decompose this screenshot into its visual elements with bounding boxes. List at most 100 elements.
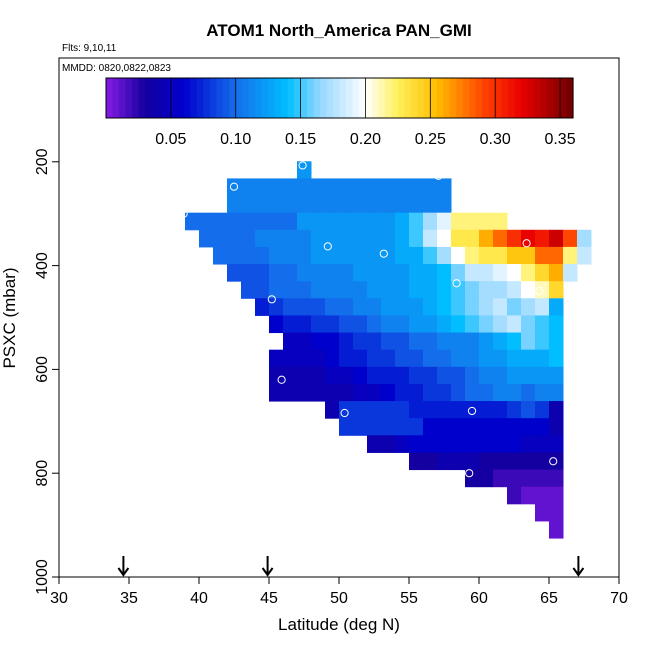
heatmap-cell xyxy=(325,264,340,282)
heatmap-cell xyxy=(339,178,354,197)
heatmap-cell xyxy=(353,349,368,368)
colorbar-segment xyxy=(358,78,367,118)
heatmap-cell xyxy=(297,298,312,316)
colorbar-segment xyxy=(229,78,237,118)
heatmap-cell xyxy=(451,212,466,231)
heatmap-cell xyxy=(451,435,466,453)
heatmap-cell xyxy=(535,435,550,453)
heatmap-cell xyxy=(297,383,312,402)
heatmap-cell xyxy=(395,298,410,316)
heatmap-cell xyxy=(339,366,354,385)
flight-points xyxy=(179,161,558,553)
heatmap-cell xyxy=(437,452,452,471)
heatmap-cell xyxy=(283,229,298,248)
heatmap-cell xyxy=(255,212,270,231)
colorbar-segment xyxy=(462,78,470,118)
heatmap-cell xyxy=(241,264,256,282)
heatmap-cell xyxy=(283,366,298,385)
colorbar-segment xyxy=(320,78,328,118)
heatmap-cell xyxy=(367,383,382,402)
colorbar-segment xyxy=(391,78,399,118)
heatmap-cell xyxy=(521,281,536,299)
colorbar-segment xyxy=(216,78,224,118)
heatmap-cell xyxy=(367,229,382,248)
heatmap-cell xyxy=(381,212,396,231)
heatmap-cell xyxy=(465,469,480,488)
colorbar-segment xyxy=(417,78,425,118)
heatmap-cell xyxy=(409,315,424,334)
flight-point xyxy=(229,182,239,191)
heatmap-cell xyxy=(283,246,298,265)
heatmap-cell xyxy=(353,264,368,282)
heatmap-cell xyxy=(465,366,480,385)
heatmap-cell xyxy=(283,178,298,197)
heatmap-cell xyxy=(507,315,522,334)
heatmap-cell xyxy=(507,383,522,402)
heatmap-cell xyxy=(535,366,550,385)
heatmap-cell xyxy=(311,315,326,334)
x-tick-label: 45 xyxy=(260,590,278,607)
flight-point xyxy=(379,249,388,258)
heatmap-cell xyxy=(325,229,340,248)
heatmap-cell xyxy=(479,281,494,299)
heatmap-cell xyxy=(549,452,564,471)
flight-point xyxy=(298,161,307,170)
heatmap-cell xyxy=(367,298,382,316)
heatmap-cell xyxy=(507,366,522,385)
colorbar-segment xyxy=(566,78,574,118)
heatmap-cell xyxy=(535,332,550,351)
heatmap-cell xyxy=(395,435,410,453)
heatmap-cell xyxy=(325,366,340,385)
heatmap-cell xyxy=(367,281,382,299)
colorbar-segment xyxy=(326,78,334,118)
heatmap-cell xyxy=(479,212,494,231)
heatmap-cell xyxy=(451,366,466,385)
heatmap-cell xyxy=(353,332,368,351)
heatmap-cell xyxy=(535,469,550,488)
heatmap-cell xyxy=(549,418,564,436)
flight-point xyxy=(452,279,461,288)
heatmap-cell xyxy=(395,418,410,436)
heatmap-cell xyxy=(409,229,424,248)
heatmap-cell xyxy=(479,332,494,351)
heatmap-cell xyxy=(479,298,494,316)
heatmap-cell xyxy=(507,469,522,488)
heatmap-cell xyxy=(367,195,382,214)
heatmap-cell xyxy=(339,229,354,248)
heatmap-cell xyxy=(311,298,326,316)
colorbar-frame xyxy=(105,77,574,119)
colorbar-segment xyxy=(352,78,360,118)
heatmap-cell xyxy=(423,229,438,248)
heatmap-cell xyxy=(493,383,508,402)
heatmap-cell xyxy=(283,264,298,282)
colorbar-segment xyxy=(281,78,289,118)
colorbar-segment xyxy=(138,78,146,118)
heatmap-cell xyxy=(325,298,340,316)
heatmap-cell xyxy=(479,401,494,419)
heatmap-cell xyxy=(493,246,508,265)
heatmap-cell xyxy=(269,178,284,197)
heatmap-cell xyxy=(535,298,550,316)
heatmap-cell xyxy=(549,332,564,351)
heatmap-cell xyxy=(297,332,312,351)
colorbar-segment xyxy=(222,78,230,118)
heatmap-cell xyxy=(353,212,368,231)
heatmap-cell xyxy=(269,366,284,385)
colorbar-segment xyxy=(508,78,516,118)
heatmap-cell xyxy=(451,315,466,334)
latitude-arrows xyxy=(117,556,585,577)
heatmap-cell xyxy=(353,366,368,385)
heatmap-cell xyxy=(381,264,396,282)
heatmap-cell xyxy=(241,246,256,265)
heatmap-cell xyxy=(367,366,382,385)
colorbar-segment xyxy=(527,78,535,118)
heatmap-cell xyxy=(479,366,494,385)
heatmap-cell xyxy=(381,418,396,436)
heatmap-cell xyxy=(311,332,326,351)
heatmap-cell xyxy=(549,298,564,316)
heatmap-cell xyxy=(269,246,284,265)
heatmap-cell xyxy=(269,281,284,299)
colorbar-segment xyxy=(397,78,405,118)
heatmap-cell xyxy=(409,349,424,368)
heatmap-cell xyxy=(241,195,256,214)
